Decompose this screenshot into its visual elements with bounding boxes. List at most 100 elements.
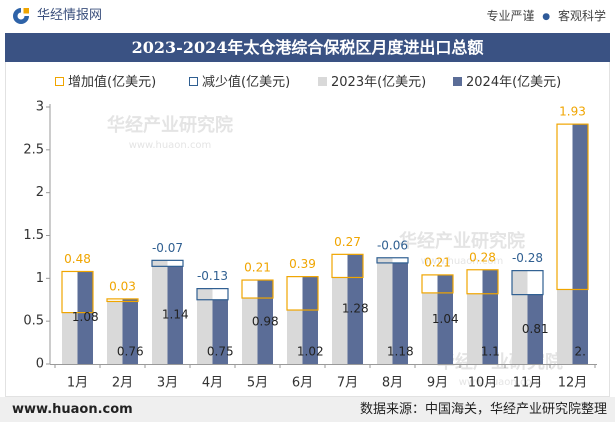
bar-2024-11 [527, 294, 543, 364]
y-tick-label: 1.5 [23, 228, 44, 243]
bar-2024-4 [212, 299, 228, 364]
decrease-label-8: -0.06 [377, 238, 408, 252]
bar-2023-2 [107, 301, 123, 364]
increase-label-2: 0.03 [109, 279, 136, 293]
slogan: 专业严谨 ● 客观科学 [486, 8, 606, 26]
value-label-2024-2: 0.76 [117, 345, 144, 359]
x-tick-label: 9月 [427, 376, 448, 391]
decrease-label-3: -0.07 [152, 241, 183, 255]
value-label-2024-1: 1.08 [72, 310, 99, 324]
increase-box-10 [466, 269, 499, 295]
y-tick-label: 0.5 [23, 314, 44, 329]
bar-2024-8 [392, 262, 408, 364]
increase-label-5: 0.21 [244, 261, 271, 275]
bar-2023-4 [197, 288, 213, 364]
value-label-2024-6: 1.02 [297, 345, 324, 359]
watermark-text: 华经产业研究院 [107, 114, 233, 136]
decrease-label-11: -0.28 [512, 251, 543, 265]
x-tick-label: 7月 [337, 376, 358, 391]
increase-label-6: 0.39 [289, 257, 316, 271]
increase-label-7: 0.27 [334, 235, 361, 249]
footer-website: www.huaon.com [12, 402, 133, 417]
legend-label-2023: 2023年(亿美元) [331, 75, 427, 90]
bar-2023-10 [467, 293, 483, 364]
legend-marker-2023 [318, 77, 327, 86]
bar-2023-6 [287, 310, 303, 364]
legend-label-decrease: 减少值(亿美元) [202, 75, 291, 90]
x-tick-label: 12月 [558, 376, 588, 391]
y-tick-label: 0 [36, 357, 44, 372]
value-label-2024-3: 1.14 [162, 308, 189, 322]
value-label-2024-11: 0.81 [522, 322, 549, 336]
increase-box-7 [331, 253, 364, 279]
increase-label-9: 0.21 [424, 255, 451, 269]
bar-2023-8 [377, 257, 393, 364]
slogan-right: 客观科学 [557, 9, 606, 23]
bar-2023-5 [242, 298, 258, 364]
chart-title: 2023-2024年太仓港综合保税区月度进出口总额 [5, 33, 610, 62]
value-label-2024-8: 1.18 [387, 345, 414, 359]
watermark-url: www.huaon.com [129, 140, 212, 151]
value-label-2024-9: 1.04 [432, 312, 459, 326]
bar-2023-7 [332, 277, 348, 364]
legend-label-increase: 增加值(亿美元) [68, 75, 157, 90]
increase-label-10: 0.28 [469, 250, 496, 264]
x-tick-label: 2月 [112, 376, 133, 391]
x-tick-label: 6月 [292, 376, 313, 391]
bar-2023-1 [62, 312, 78, 364]
footer-bar: www.huaon.com 数据来源：中国海关，华经产业研究院整理 [0, 397, 615, 422]
bar-2023-11 [512, 270, 528, 364]
increase-box-9 [421, 274, 454, 294]
bar-2024-1 [77, 271, 93, 364]
increase-box-2 [106, 298, 139, 303]
watermark-url: www.huaon.com [421, 256, 504, 267]
header-bar: 华经情报网 专业严谨 ● 客观科学 [0, 0, 615, 31]
increase-label-1: 0.48 [64, 252, 91, 266]
decrease-box-3 [151, 259, 184, 267]
bar-2024-7 [347, 254, 363, 364]
legend-label-2024: 2024年(亿美元) [466, 75, 562, 90]
legend-item-2023: 2023年(亿美元) [318, 74, 426, 91]
legend-marker-decrease [189, 77, 198, 86]
bar-2024-12 [572, 124, 588, 364]
y-tick-label: 2.5 [23, 142, 44, 157]
bar-2024-3 [167, 266, 183, 364]
bar-2024-9 [437, 274, 453, 364]
bar-2023-9 [422, 292, 438, 364]
increase-box-12 [556, 123, 589, 291]
value-label-2024-12: 2. [575, 345, 586, 359]
watermark-text: 华经产业研究院 [437, 351, 563, 373]
bar-2024-2 [122, 298, 138, 364]
x-tick-label: 4月 [202, 376, 223, 391]
y-tick-label: 2 [36, 185, 44, 200]
increase-box-1 [61, 270, 94, 314]
value-label-2024-10: 1.1 [481, 345, 500, 359]
x-tick-label: 1月 [67, 376, 88, 391]
value-label-2024-5: 0.98 [252, 315, 279, 329]
y-tick-label: 1 [36, 271, 44, 286]
watermark-text: 华经产业研究院 [399, 230, 525, 252]
value-label-2024-7: 1.28 [342, 302, 369, 316]
x-tick-label: 11月 [513, 376, 543, 391]
increase-box-6 [286, 276, 319, 311]
logo-icon [13, 8, 29, 24]
bar-2024-6 [302, 276, 318, 364]
watermark-url: www.huaon.com [459, 377, 542, 388]
legend-item-2024: 2024年(亿美元) [453, 74, 561, 91]
value-label-2024-4: 0.75 [207, 345, 234, 359]
decrease-box-8 [376, 257, 409, 264]
decrease-box-11 [511, 270, 544, 296]
decrease-label-4: -0.13 [197, 269, 228, 283]
x-tick-label: 3月 [157, 376, 178, 391]
logo-text: 华经情报网 [37, 8, 103, 23]
slogan-dot-icon: ● [542, 12, 551, 22]
x-tick-label: 8月 [382, 376, 403, 391]
bar-2024-5 [257, 280, 273, 364]
y-tick-label: 3 [36, 100, 44, 115]
legend-marker-increase [55, 77, 64, 86]
footer-source: 数据来源：中国海关，华经产业研究院整理 [359, 402, 607, 417]
legend-item-increase: 增加值(亿美元) [55, 74, 156, 91]
decrease-box-4 [196, 288, 229, 301]
bar-2023-12 [557, 289, 573, 364]
